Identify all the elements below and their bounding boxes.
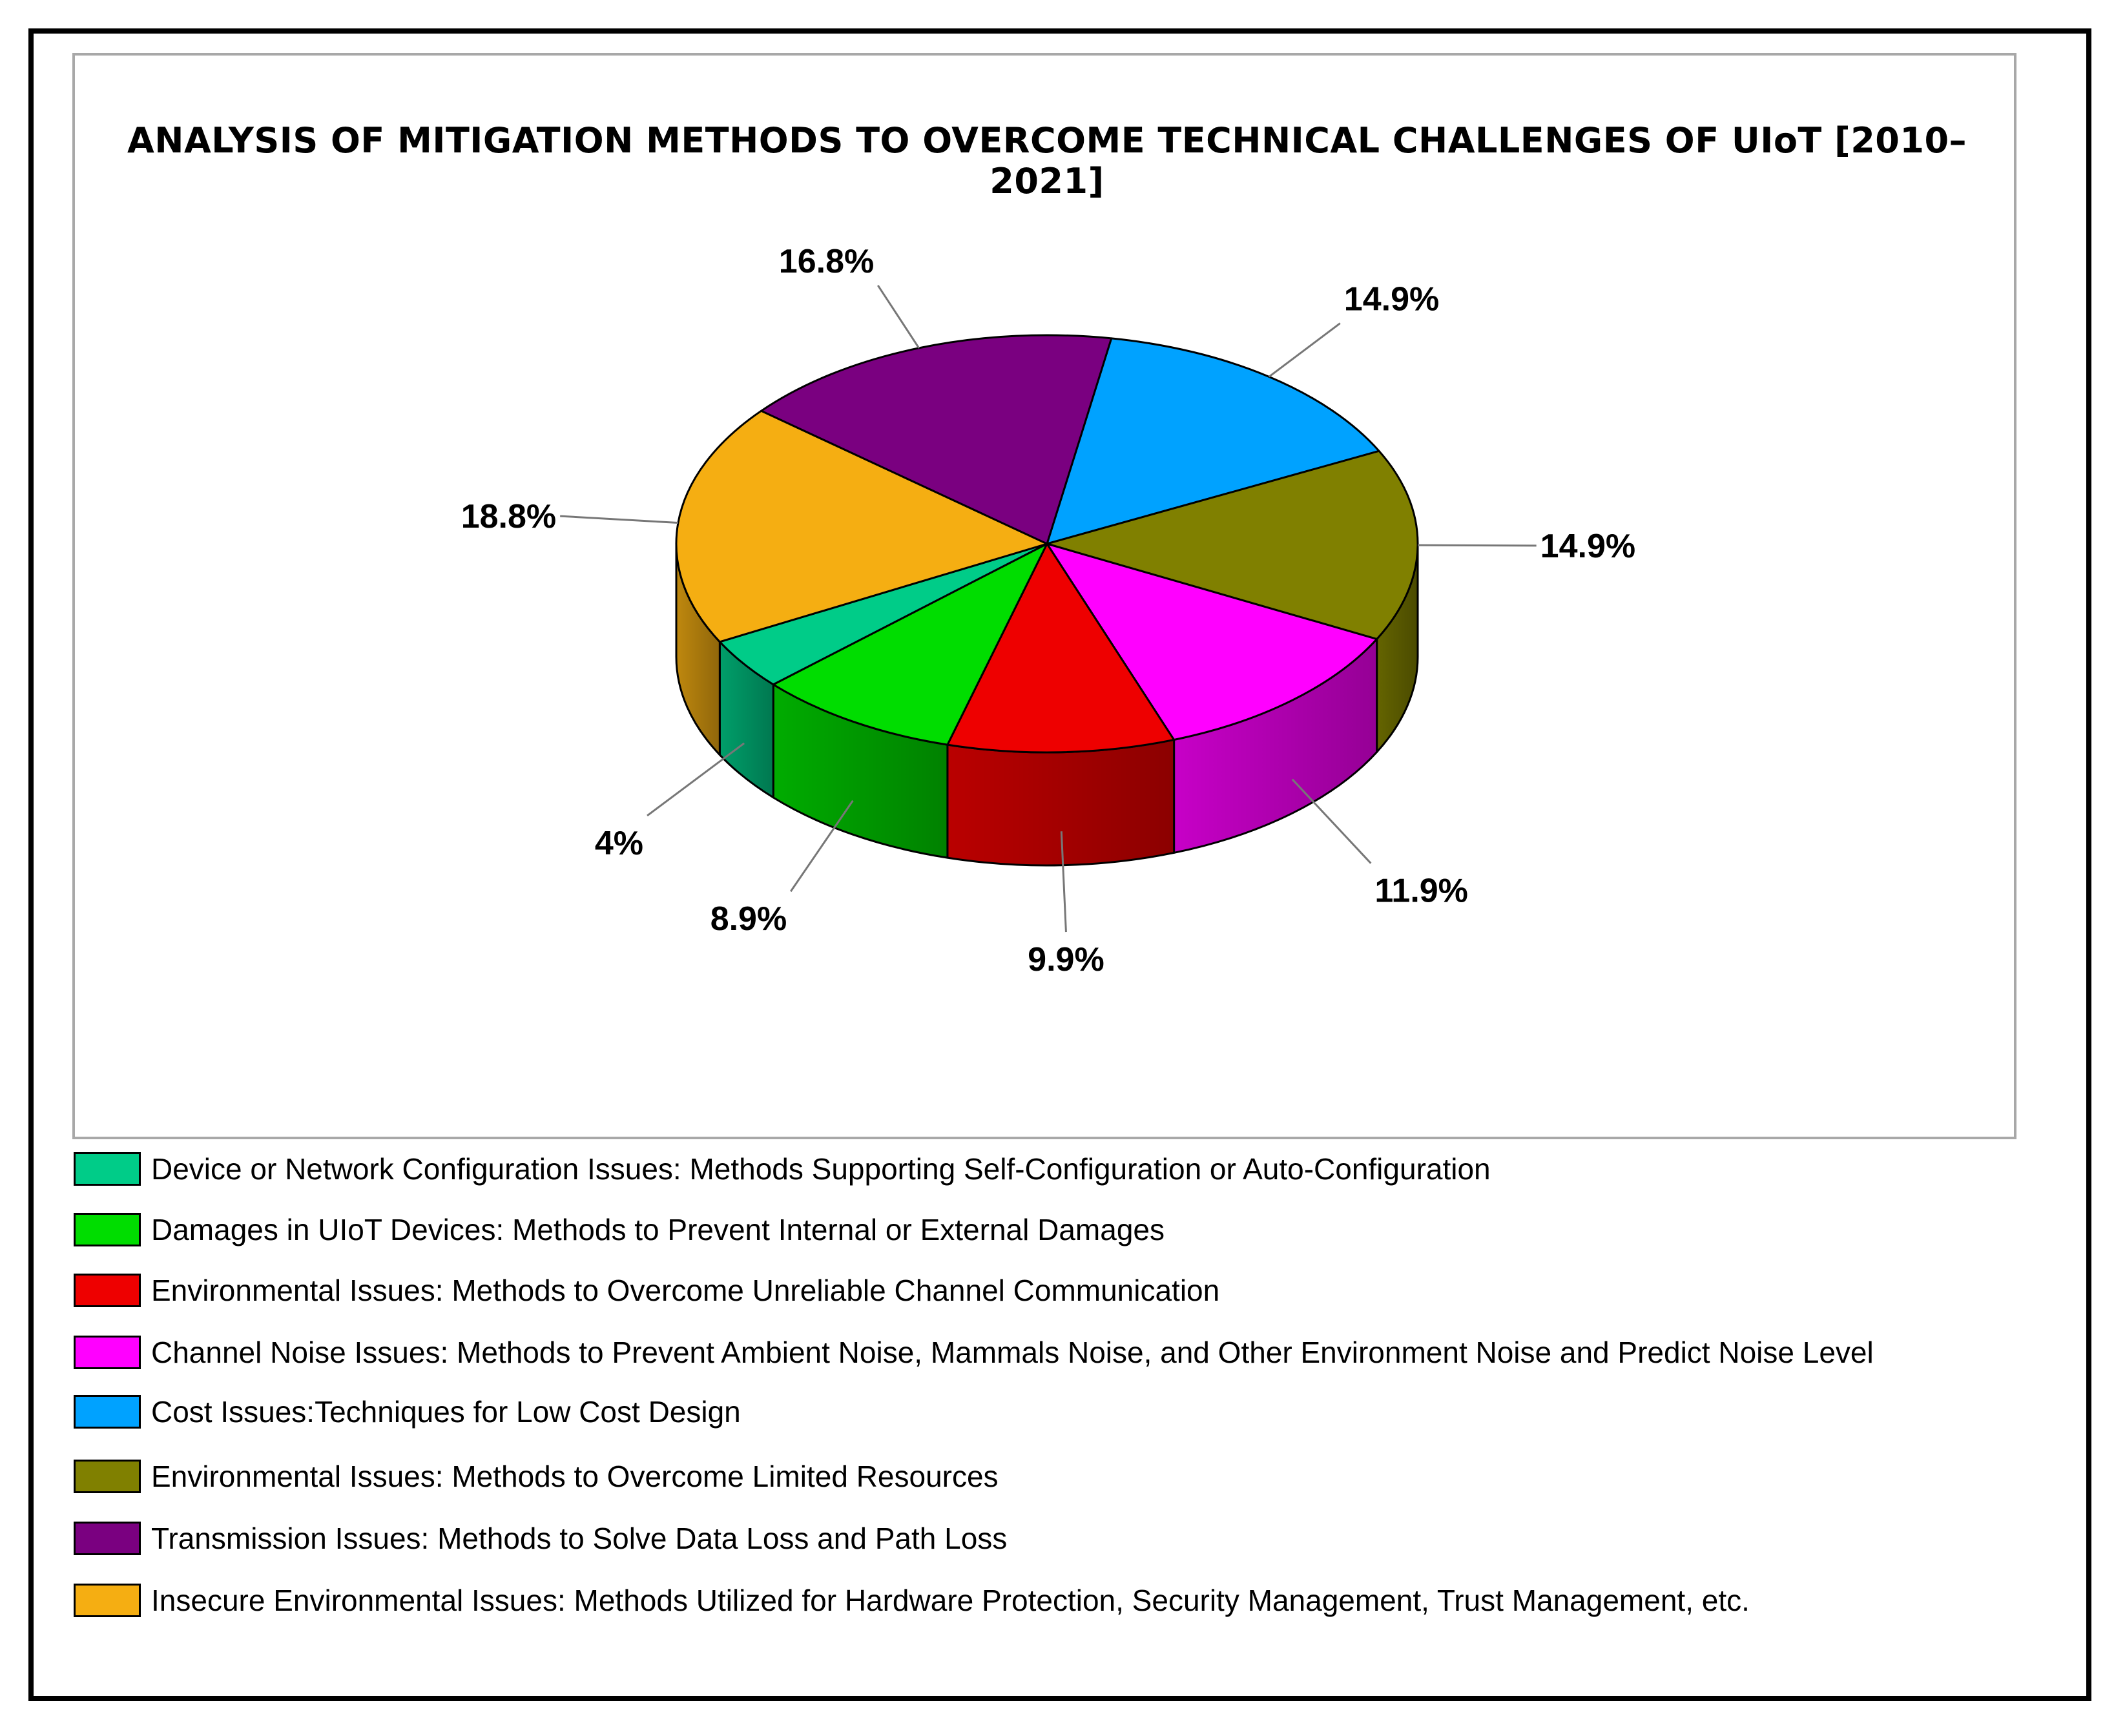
legend-item-cost: Cost Issues:Techniques for Low Cost Desi…	[74, 1392, 741, 1431]
pie-slice-damages	[772, 542, 1048, 746]
legend-swatch-channel	[74, 1274, 141, 1307]
pie-slice-resources	[1046, 450, 1419, 641]
legend-swatch-security	[74, 1584, 141, 1617]
pie-labels: 14.9% 14.9% 11.9% 9.9% 8.9% 4% 18.8% 16.8%	[461, 243, 1635, 978]
pie-slice-transmission	[760, 334, 1113, 545]
legend-label-cost: Cost Issues:Techniques for Low Cost Desi…	[151, 1395, 741, 1429]
legend-label-noise: Channel Noise Issues: Methods to Prevent…	[151, 1336, 1874, 1369]
pie-slice-cost	[1046, 337, 1380, 545]
legend-label-channel: Environmental Issues: Methods to Overcom…	[151, 1274, 1220, 1307]
legend-label-damages: Damages in UIoT Devices: Methods to Prev…	[151, 1213, 1165, 1246]
pie-leaders	[560, 285, 1537, 933]
pie-label-noise: 11.9%	[1374, 873, 1468, 910]
legend-label-security: Insecure Environmental Issues: Methods U…	[151, 1584, 1750, 1617]
chart-title: ANALYSIS OF MITIGATION METHODS TO OVERCO…	[127, 120, 1967, 202]
pie-label-channel: 9.9%	[1028, 941, 1104, 978]
pie-top	[675, 334, 1419, 754]
pie-label-transmission: 16.8%	[779, 243, 874, 280]
legend-item-channel: Environmental Issues: Methods to Overcom…	[74, 1271, 1219, 1310]
legend-swatch-damages	[74, 1213, 141, 1246]
leader-line-channel	[1060, 831, 1067, 933]
pie-side-shade-channel	[947, 739, 1174, 865]
pie-side-shade-security	[676, 544, 720, 755]
legend-item-config: Device or Network Configuration Issues: …	[74, 1150, 1491, 1188]
pie-side-shade-damages	[773, 684, 948, 858]
leader-line-noise	[1291, 778, 1372, 864]
legend-swatch-resources	[74, 1460, 141, 1493]
leader-line-resources	[1417, 544, 1537, 547]
pie-side-shade-noise	[1174, 639, 1377, 853]
pie-label-resources: 14.9%	[1540, 528, 1635, 565]
pie-label-damages: 8.9%	[710, 900, 787, 938]
legend-label-config: Device or Network Configuration Issues: …	[151, 1152, 1491, 1186]
legend-item-noise: Channel Noise Issues: Methods to Prevent…	[74, 1333, 1874, 1372]
pie-label-config: 4%	[595, 825, 643, 862]
legend-item-resources: Environmental Issues: Methods to Overcom…	[74, 1457, 999, 1496]
legend-swatch-transmission	[74, 1522, 141, 1555]
legend-label-transmission: Transmission Issues: Methods to Solve Da…	[151, 1522, 1008, 1555]
legend-item-security: Insecure Environmental Issues: Methods U…	[74, 1581, 1750, 1620]
legend-item-transmission: Transmission Issues: Methods to Solve Da…	[74, 1519, 1007, 1558]
pie-side-shade-resources	[1376, 544, 1418, 752]
leader-line-cost	[1268, 322, 1341, 378]
pie-slice-noise	[1046, 542, 1378, 741]
pie-slice-security	[675, 409, 1048, 643]
legend-item-damages: Damages in UIoT Devices: Methods to Prev…	[74, 1210, 1165, 1249]
leader-line-damages	[789, 800, 854, 893]
leader-line-transmission	[876, 285, 920, 349]
legend-label-resources: Environmental Issues: Methods to Overcom…	[151, 1460, 999, 1493]
pie-label-cost: 14.9%	[1344, 281, 1439, 318]
leader-line-security	[560, 515, 678, 524]
pie-side-shade-config	[720, 641, 774, 798]
pie-sides	[675, 542, 1419, 867]
legend-swatch-noise	[74, 1336, 141, 1369]
legend-swatch-config	[74, 1152, 141, 1186]
legend-swatch-cost	[74, 1395, 141, 1429]
pie-label-security: 18.8%	[461, 498, 556, 535]
pie-slice-channel	[946, 542, 1176, 754]
leader-line-config	[647, 742, 745, 817]
